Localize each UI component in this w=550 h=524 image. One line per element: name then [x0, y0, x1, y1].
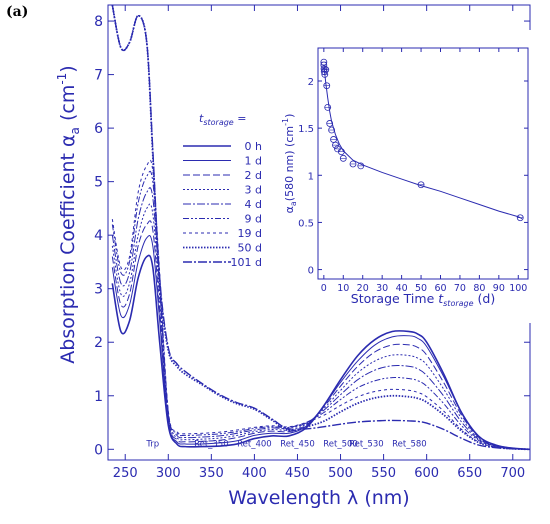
y-tick-label: 8	[94, 14, 103, 30]
y-tick-label: 7	[94, 68, 103, 84]
series-line-3d	[111, 203, 530, 450]
inset-data-point	[322, 66, 330, 74]
inset-data-point	[349, 160, 357, 168]
x-tick-label: 600	[414, 466, 439, 481]
y-tick-label: 3	[94, 282, 103, 298]
y-tick-label: 6	[94, 121, 103, 137]
y-axis-label: Absorption Coefficient αa (cm-1)	[55, 65, 82, 363]
legend-entry: 50 d	[238, 242, 262, 255]
inset-y-tick-label: 2	[308, 77, 314, 88]
series-line-1d	[111, 235, 530, 450]
series-line-50d	[111, 5, 530, 451]
wavelength-annotation: Ret_350	[194, 440, 229, 450]
legend-entry: 19 d	[238, 227, 262, 240]
legend-title: tstorage =	[199, 112, 246, 127]
x-tick-label: 400	[242, 466, 267, 481]
x-axis-label: Wavelength λ (nm)	[228, 487, 409, 509]
inset-data-point	[337, 148, 345, 156]
panel-label: (a)	[6, 4, 29, 20]
inset-x-tick-label: 40	[396, 283, 408, 294]
inset-data-point	[320, 61, 328, 69]
inset-fit-curve	[323, 64, 523, 220]
y-tick-label: 4	[94, 228, 103, 244]
wavelength-annotation: Trp	[145, 440, 159, 450]
y-tick-label: 0	[94, 442, 103, 458]
inset-data-point	[516, 214, 524, 222]
series-line-2d	[111, 220, 530, 450]
series-line-101d	[111, 5, 530, 450]
x-tick-label: 450	[285, 466, 310, 481]
x-tick-label: 350	[199, 466, 224, 481]
inset-x-tick-label: 0	[321, 283, 327, 294]
inset-data-point	[328, 126, 336, 134]
inset-y-tick-label: 0.5	[298, 218, 314, 229]
wavelength-annotation: Ret_500	[323, 440, 358, 450]
inset-x-tick-label: 10	[337, 283, 349, 294]
inset-x-tick-label: 60	[434, 283, 446, 294]
y-tick-label: 2	[94, 335, 103, 351]
inset-x-tick-label: 80	[473, 283, 485, 294]
x-tick-label: 250	[113, 466, 138, 481]
inset-y-tick-label: 1.5	[298, 124, 314, 135]
inset-data-point	[326, 120, 334, 127]
wavelength-annotation: Ret_530	[349, 440, 384, 450]
inset-data-point	[417, 181, 425, 189]
legend-entry: 4 d	[245, 198, 262, 211]
legend-entry: 2 d	[245, 169, 262, 182]
wavelength-annotation: Ret_450	[280, 440, 315, 450]
x-tick-label: 500	[328, 466, 353, 481]
inset-x-tick-label: 50	[415, 283, 427, 294]
inset-x-tick-label: 30	[376, 283, 388, 294]
inset-data-point	[321, 71, 329, 78]
x-tick-label: 700	[500, 466, 525, 481]
inset-y-axis-label: αa(580 nm) (cm-1)	[281, 114, 298, 214]
x-tick-label: 650	[457, 466, 482, 481]
x-tick-label: 300	[156, 466, 181, 481]
series-line-0h	[111, 254, 530, 451]
inset-x-tick-label: 20	[357, 283, 369, 294]
wavelength-annotation: Ret_580	[392, 440, 427, 450]
y-tick-label: 5	[94, 175, 103, 191]
inset-data-point	[324, 104, 332, 111]
legend-entry: 3 d	[245, 184, 262, 197]
inset-data-point	[339, 154, 347, 162]
inset-x-tick-label: 70	[454, 283, 466, 294]
legend-entry: 0 h	[245, 140, 262, 153]
inset-y-tick-label: 0	[308, 266, 314, 277]
x-tick-label: 550	[371, 466, 396, 481]
inset-x-tick-label: 100	[509, 283, 527, 294]
wavelength-annotation: Ret_400	[237, 440, 272, 450]
legend-entry: 101 d	[231, 256, 262, 269]
inset-y-tick-label: 1	[308, 171, 314, 182]
legend-entry: 1 d	[245, 155, 262, 168]
inset-data-point	[323, 82, 331, 90]
y-tick-label: 1	[94, 389, 103, 405]
inset-x-tick-label: 90	[493, 283, 505, 294]
legend-entry: 9 d	[245, 213, 262, 226]
inset-data-point	[332, 141, 339, 149]
inset-data-point	[357, 162, 365, 170]
inset-x-axis-label: Storage Time tstorage (d)	[351, 291, 495, 308]
inset-frame	[317, 47, 529, 280]
